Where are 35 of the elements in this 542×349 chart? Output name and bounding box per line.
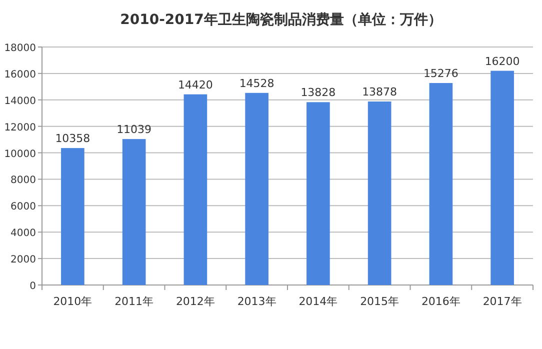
data-label: 13878 <box>362 86 398 98</box>
y-tick-label: 2000 <box>10 254 36 266</box>
x-tick-label: 2012年 <box>176 295 215 308</box>
x-tick-label: 2013年 <box>237 295 276 308</box>
y-tick-label: 10000 <box>4 148 36 160</box>
y-tick-label: 12000 <box>4 122 36 134</box>
x-tick-label: 2015年 <box>360 295 400 308</box>
bar <box>122 139 146 285</box>
bar <box>429 83 453 285</box>
x-tick-label: 2016年 <box>421 295 460 308</box>
bar <box>184 94 208 285</box>
y-tick-label: 4000 <box>10 228 36 240</box>
y-tick-label: 8000 <box>10 175 36 186</box>
bar <box>490 70 514 285</box>
bar <box>306 102 330 285</box>
y-tick-label: 0 <box>30 281 36 292</box>
y-tick-label: 14000 <box>4 96 36 107</box>
data-label: 14420 <box>178 78 213 92</box>
data-label: 15276 <box>423 67 458 80</box>
data-label: 14528 <box>239 76 274 90</box>
bar <box>368 102 392 285</box>
x-tick-label: 2017年 <box>482 295 522 308</box>
bar <box>61 148 84 285</box>
x-tick-label: 2011年 <box>114 295 154 308</box>
y-tick-label: 6000 <box>10 202 36 213</box>
x-tick-label: 2010年 <box>53 295 92 308</box>
data-label: 16200 <box>484 54 520 68</box>
data-label: 11039 <box>116 123 152 136</box>
y-tick-label: 16000 <box>4 69 36 80</box>
data-label: 13828 <box>300 86 336 100</box>
chart-title: 2010-2017年卫生陶瓷制品消费量（单位：万件） <box>120 12 442 28</box>
bar <box>245 92 268 285</box>
x-tick-label: 2014年 <box>298 295 338 308</box>
y-tick-label: 18000 <box>4 43 36 54</box>
data-label: 10358 <box>55 132 90 146</box>
